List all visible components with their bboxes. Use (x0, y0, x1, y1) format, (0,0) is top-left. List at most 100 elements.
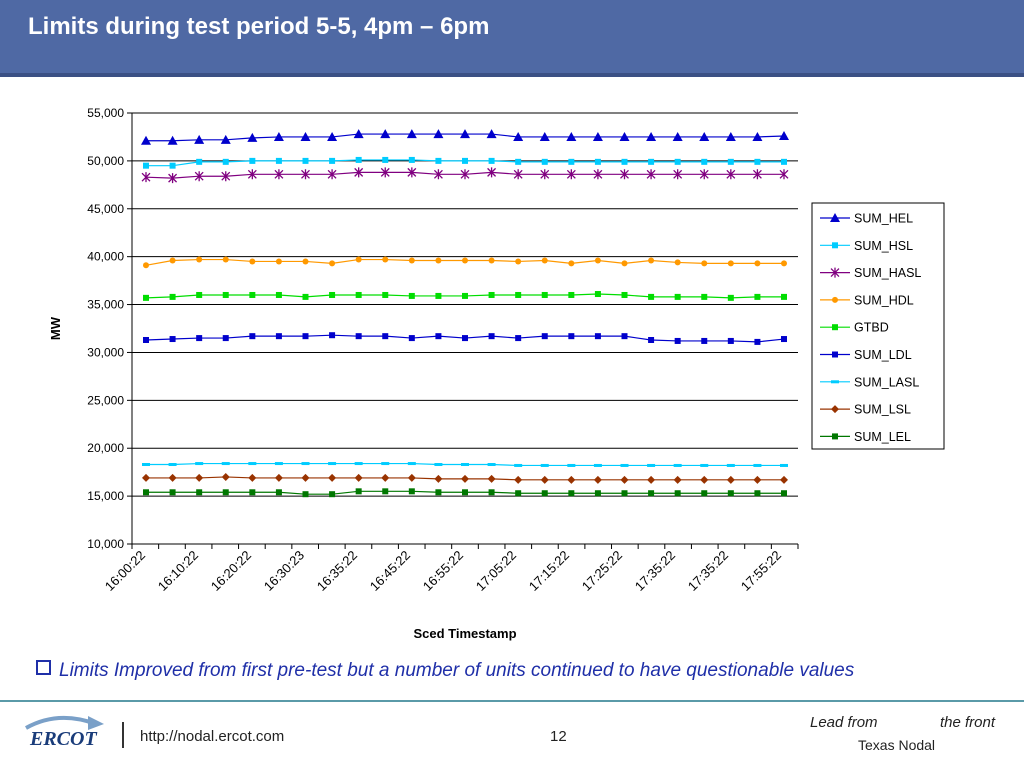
data-point-sum-hel (194, 134, 205, 144)
data-point-sum-hdl (382, 256, 389, 263)
data-point-sum-lel (462, 489, 468, 496)
x-tick-label: 16:20:22 (208, 548, 254, 594)
data-point-gtbd (249, 291, 256, 298)
data-point-sum-ldl (621, 333, 628, 340)
data-point-sum-lsl (700, 475, 709, 484)
data-point-sum-hasl (699, 169, 709, 180)
data-point-sum-hasl (168, 173, 178, 184)
data-point-sum-lasl (381, 462, 390, 466)
data-point-sum-hdl (701, 260, 708, 267)
data-point-sum-lsl (780, 475, 788, 484)
data-point-sum-hdl (329, 260, 336, 267)
data-point-gtbd (169, 293, 176, 300)
data-point-sum-lel (302, 491, 309, 498)
checkbox-bullet-icon (36, 660, 51, 675)
data-point-sum-hdl (727, 260, 734, 267)
data-point-sum-hasl (779, 169, 789, 180)
data-point-sum-lsl (328, 473, 337, 482)
data-point-sum-hsl (462, 157, 468, 164)
data-point-sum-hdl (435, 257, 442, 264)
data-point-sum-hel (273, 131, 284, 141)
data-point-sum-hsl (674, 158, 681, 165)
data-point-sum-hdl (462, 257, 468, 264)
y-tick-label: 55,000 (87, 106, 124, 120)
data-point-sum-lsl (354, 473, 363, 482)
data-point-sum-hdl (754, 260, 761, 267)
data-point-sum-hel (646, 131, 657, 141)
legend-marker-sum-lasl (831, 380, 839, 384)
x-tick-label: 17:15:22 (526, 548, 572, 594)
data-point-sum-hasl (540, 169, 550, 180)
data-point-sum-lasl (354, 462, 363, 466)
data-point-sum-hel (592, 131, 603, 141)
data-point-sum-lel (329, 491, 336, 498)
data-point-sum-ldl (541, 333, 548, 340)
data-point-sum-hdl (355, 256, 362, 263)
data-point-sum-lsl (301, 473, 310, 482)
data-point-gtbd (143, 294, 149, 301)
data-point-sum-hasl (566, 169, 576, 180)
data-point-sum-lasl (753, 463, 762, 467)
data-point-sum-lel (355, 488, 362, 495)
legend-marker-sum-hel (830, 213, 840, 222)
data-point-sum-lsl (248, 473, 257, 482)
data-point-sum-ldl (408, 335, 415, 342)
data-point-sum-lel (594, 490, 601, 497)
data-point-sum-hel (141, 135, 151, 145)
data-point-sum-hasl (726, 169, 736, 180)
data-point-gtbd (648, 293, 655, 300)
data-point-sum-lel (488, 489, 495, 496)
data-point-sum-lel (275, 489, 282, 496)
data-point-sum-lsl (593, 475, 602, 484)
x-tick-label: 17:35:22 (685, 548, 731, 594)
data-point-sum-lsl (540, 475, 549, 484)
data-point-sum-lasl (540, 463, 549, 467)
data-point-sum-hsl (781, 158, 787, 165)
data-point-sum-ldl (594, 333, 601, 340)
x-tick-label: 16:55:22 (420, 548, 466, 594)
data-point-gtbd (435, 292, 442, 299)
data-point-sum-hsl (275, 157, 282, 164)
legend-label-sum-lsl: SUM_LSL (854, 403, 911, 417)
y-tick-label: 40,000 (87, 250, 124, 264)
x-tick-label: 17:25:22 (579, 548, 625, 594)
data-point-gtbd (701, 293, 708, 300)
data-point-gtbd (382, 291, 389, 298)
footer-divider (0, 700, 1024, 702)
data-point-sum-hsl (143, 162, 149, 169)
data-point-sum-hsl (249, 157, 256, 164)
data-point-sum-hasl (593, 169, 603, 180)
data-point-sum-hdl (169, 257, 176, 264)
data-point-sum-ldl (488, 333, 495, 340)
data-point-sum-ldl (435, 333, 442, 340)
data-point-sum-lasl (593, 463, 602, 467)
data-point-sum-lel (701, 490, 708, 497)
data-point-sum-lel (408, 488, 415, 495)
legend-label-sum-hsl: SUM_HSL (854, 239, 913, 253)
data-point-sum-hdl (541, 257, 548, 264)
data-point-gtbd (727, 294, 734, 301)
data-point-sum-hel (672, 131, 683, 141)
data-point-sum-hasl (620, 169, 629, 180)
data-point-sum-ldl (515, 335, 522, 342)
data-point-sum-lasl (461, 463, 469, 467)
data-point-gtbd (621, 291, 628, 298)
footer-url[interactable]: http://nodal.ercot.com (140, 728, 285, 745)
legend-marker-gtbd (832, 324, 838, 331)
data-point-sum-hdl (275, 258, 282, 265)
data-point-sum-hasl (433, 169, 443, 180)
data-point-sum-lel (727, 490, 734, 497)
tagline-texas-nodal: Texas Nodal (858, 737, 936, 753)
data-point-sum-ldl (462, 335, 468, 342)
data-point-sum-lasl (142, 463, 150, 467)
data-point-sum-lel (143, 489, 149, 496)
x-tick-label: 17:35:22 (632, 548, 678, 594)
y-tick-label: 25,000 (87, 393, 124, 407)
data-point-sum-hsl (169, 162, 176, 169)
legend-marker-sum-lsl (831, 405, 839, 414)
legend-marker-sum-hdl (832, 296, 838, 303)
data-point-sum-hdl (674, 259, 681, 266)
data-point-sum-hdl (143, 262, 149, 269)
data-point-sum-hel (752, 131, 763, 141)
data-point-sum-ldl (754, 338, 761, 345)
